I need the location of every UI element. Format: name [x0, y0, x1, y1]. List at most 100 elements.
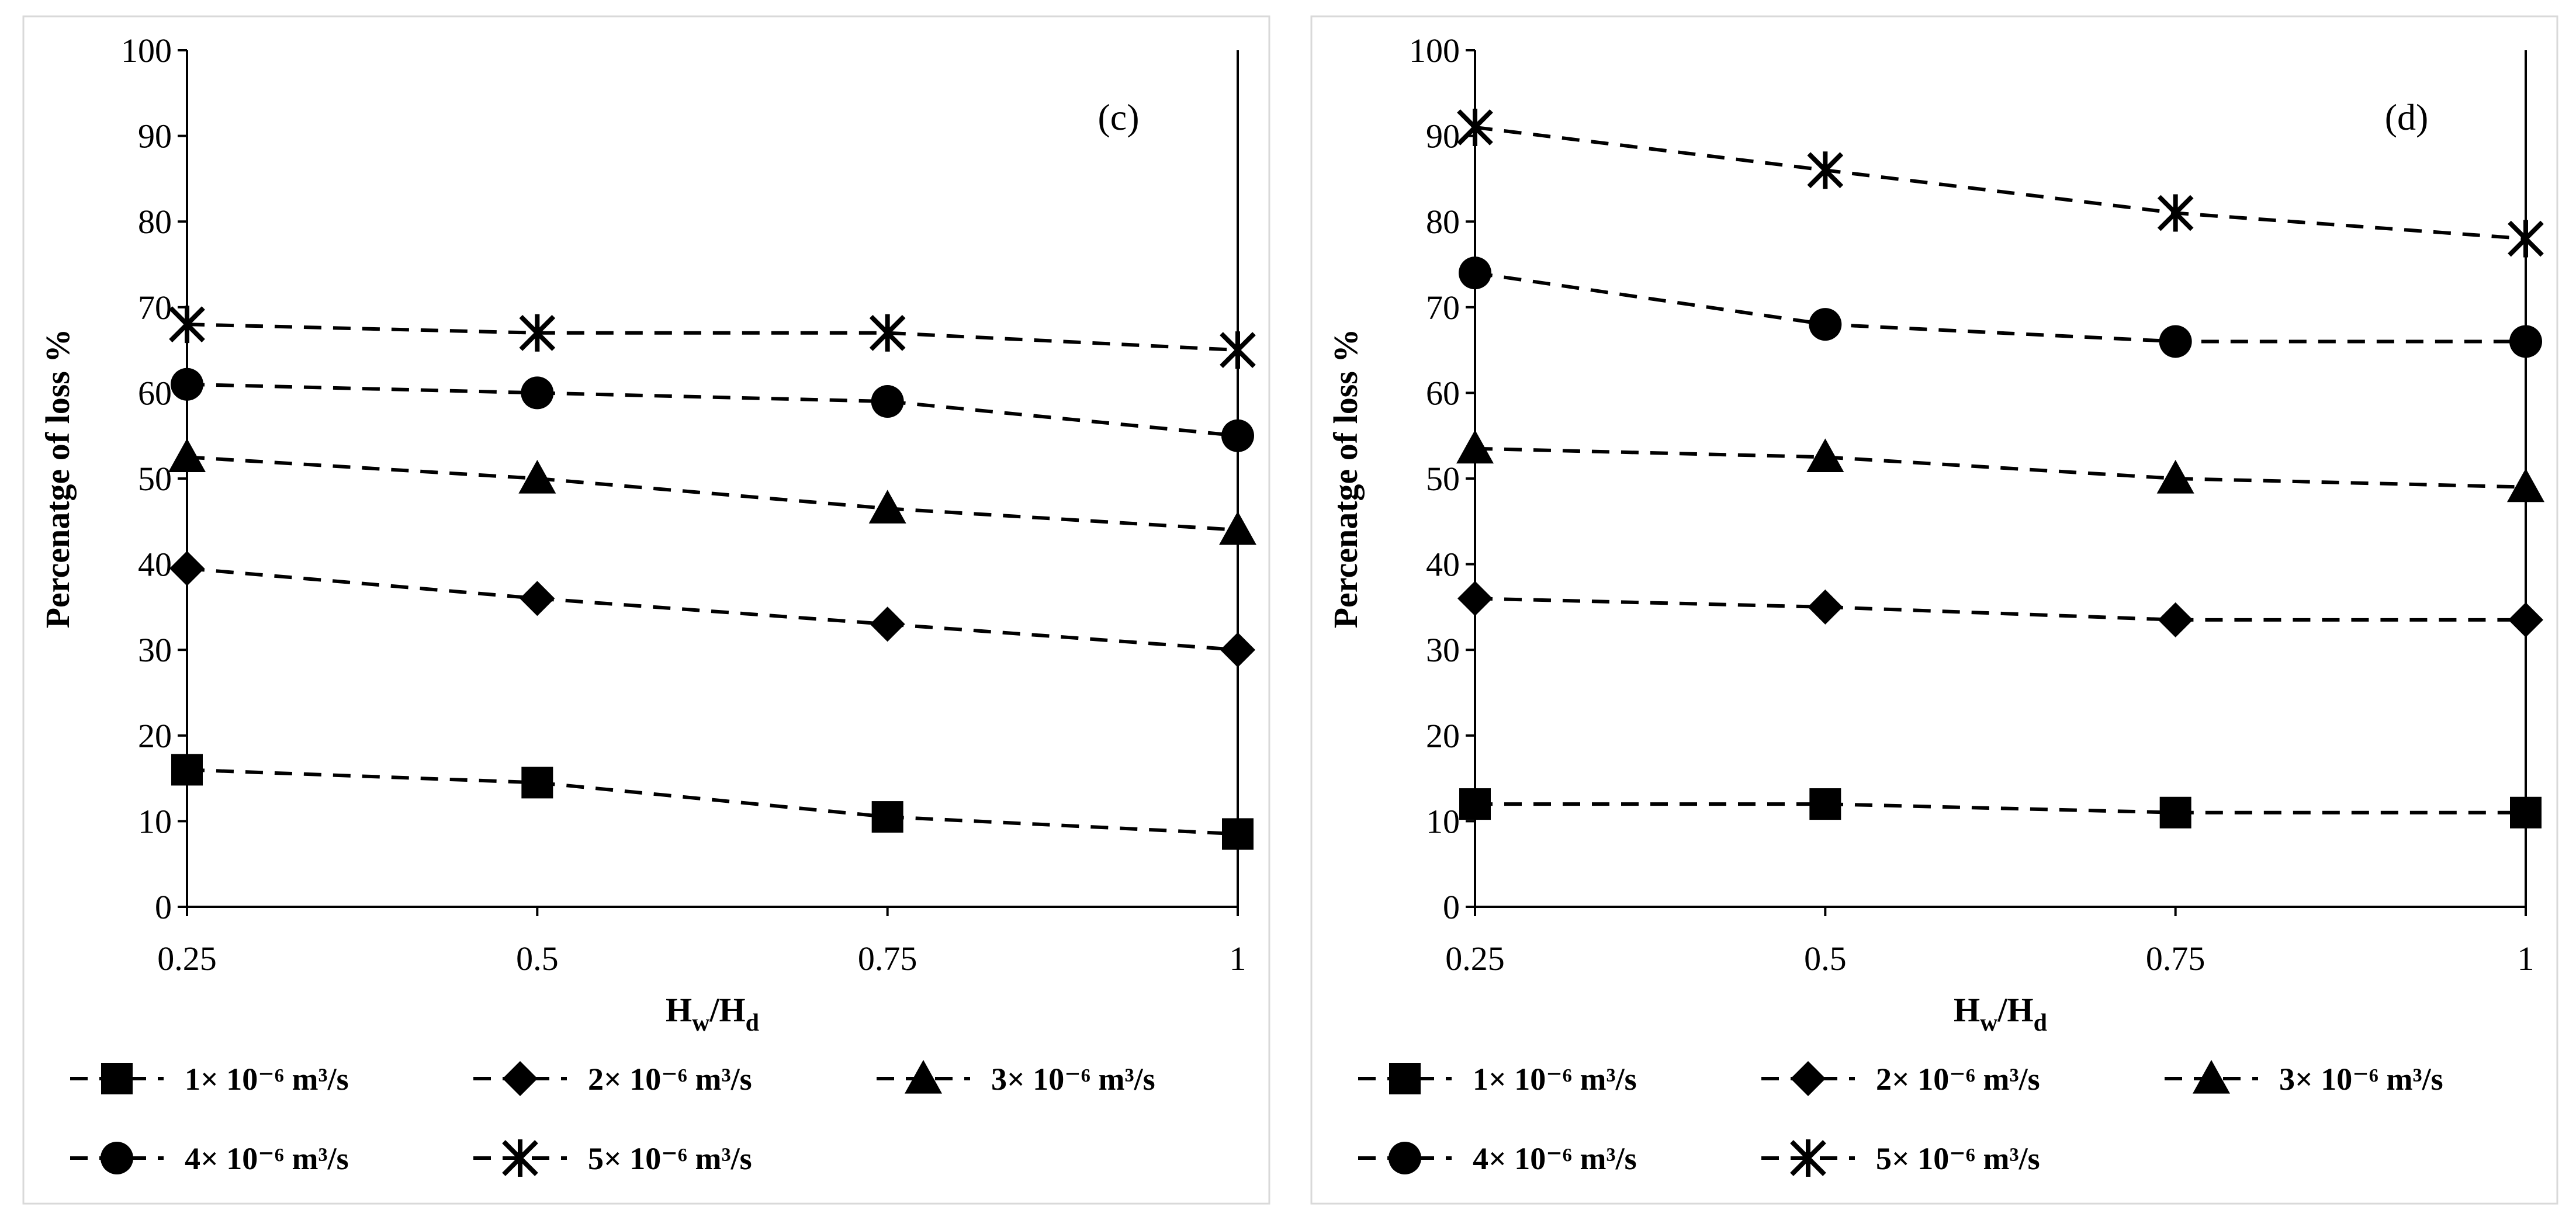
y-tick-label: 20: [1426, 717, 1460, 755]
series-line: [186, 768, 1238, 836]
legend-entry: 4× 10⁻⁶ m³/s: [1358, 1141, 1637, 1176]
data-point: [1222, 818, 1254, 850]
y-tick-label: 70: [138, 289, 172, 327]
x-tick-label: 0.5: [516, 940, 559, 978]
legend-marker: [905, 1060, 942, 1094]
y-tick-label: 60: [138, 374, 172, 412]
series-line: [1475, 802, 2526, 815]
legend-label: 3× 10⁻⁶ m³/s: [2279, 1062, 2443, 1097]
series-line: [1474, 446, 2526, 489]
data-point: [521, 376, 554, 410]
data-point: [519, 314, 556, 352]
data-point: [1807, 151, 1844, 189]
y-tick-label: 70: [1426, 289, 1460, 327]
x-tick-label: 0.25: [157, 940, 217, 978]
data-point: [869, 314, 906, 352]
chart-panel-c: 0 10 20 30 40 50 60 70 80 90 100 0.25 0.5 0.75 1 Hw/Hd P…: [22, 15, 1270, 1205]
data-point: [1220, 331, 1256, 369]
data-point: [1457, 108, 1493, 146]
series-1: [171, 754, 1254, 850]
data-point: [2508, 602, 2543, 637]
legend-label: 3× 10⁻⁶ m³/s: [991, 1062, 1155, 1097]
data-point: [1808, 589, 1843, 625]
data-point: [2510, 796, 2542, 829]
legend-entry: 3× 10⁻⁶ m³/s: [877, 1060, 1155, 1097]
legend-entry: 2× 10⁻⁶ m³/s: [473, 1061, 752, 1097]
data-point: [1459, 257, 1491, 290]
data-point: [1220, 632, 1255, 668]
series-line: [1474, 125, 2526, 241]
data-point: [518, 460, 556, 494]
data-point: [870, 606, 905, 642]
data-point: [521, 767, 553, 799]
data-point: [2156, 460, 2194, 494]
y-tick-label: 50: [138, 460, 172, 498]
data-point: [168, 438, 206, 472]
data-point: [2157, 194, 2194, 232]
y-tick-label: 0: [155, 888, 172, 926]
series-line: [186, 323, 1238, 352]
x-tick-label: 1: [2518, 940, 2535, 978]
data-point: [2159, 325, 2192, 358]
series-5: [169, 306, 1256, 369]
series-3: [168, 438, 1256, 545]
legend-marker: [101, 1142, 133, 1174]
legend-entry: 1× 10⁻⁶ m³/s: [70, 1062, 349, 1097]
data-point: [1806, 438, 1844, 472]
data-point: [871, 801, 903, 833]
data-point: [520, 581, 555, 616]
legend-label: 2× 10⁻⁶ m³/s: [588, 1062, 752, 1097]
y-tick-label: 50: [1426, 460, 1460, 498]
legend-label: 5× 10⁻⁶ m³/s: [588, 1141, 752, 1176]
series-4: [1459, 257, 2542, 358]
x-tick-label: 0.75: [858, 940, 917, 978]
y-tick-label: 0: [1443, 888, 1460, 926]
data-point: [2507, 468, 2544, 502]
data-point: [169, 550, 205, 586]
data-point: [1221, 419, 1254, 452]
data-point: [1457, 581, 1493, 616]
data-point: [2509, 325, 2542, 358]
y-tick-label: 90: [1426, 117, 1460, 155]
series-line: [1474, 271, 2526, 344]
data-point: [868, 490, 906, 524]
series-3: [1456, 429, 2544, 502]
series-line: [186, 566, 1238, 652]
series-2: [169, 550, 1255, 668]
series-line: [186, 382, 1238, 438]
legend-marker: [503, 1061, 538, 1096]
data-point: [871, 385, 904, 418]
legend-entry: 1× 10⁻⁶ m³/s: [1358, 1062, 1637, 1097]
y-axis-title: Percenatge of loss %: [1327, 329, 1365, 629]
legend-marker: [101, 1063, 133, 1094]
data-point: [169, 306, 205, 344]
y-tick-label: 30: [1426, 631, 1460, 669]
y-tick-label: 60: [1426, 374, 1460, 412]
y-tick-label: 20: [138, 717, 172, 755]
legend-marker: [1389, 1142, 1421, 1174]
chart-frame: [1310, 15, 2558, 1205]
data-point: [171, 754, 203, 786]
x-axis-title: Hw/Hd: [666, 991, 759, 1037]
series-line: [1474, 597, 2526, 622]
panel-label: (d): [2385, 96, 2429, 138]
data-point: [2158, 602, 2193, 637]
series-2: [1457, 581, 2543, 637]
y-tick-label: 100: [121, 32, 172, 70]
y-axis-title: Percenatge of loss %: [39, 329, 77, 629]
chart-panel-d: 0 10 20 30 40 50 60 70 80 90 100 0.25 0.5 0.75 1 Hw/Hd P…: [1310, 15, 2558, 1205]
series-1: [1459, 788, 2542, 829]
series-line: [186, 455, 1238, 532]
y-tick-label: 10: [138, 802, 172, 840]
legend-label: 4× 10⁻⁶ m³/s: [1473, 1141, 1637, 1176]
data-point: [2159, 796, 2191, 829]
legend-entry: 3× 10⁻⁶ m³/s: [2165, 1060, 2443, 1097]
legend-entry: 2× 10⁻⁶ m³/s: [1761, 1061, 2040, 1097]
series-4: [171, 368, 1254, 452]
y-tick-label: 80: [138, 203, 172, 241]
y-tick-label: 10: [1426, 802, 1460, 840]
y-tick-label: 40: [1426, 546, 1460, 584]
chart-frame: [22, 15, 1270, 1205]
legend-label: 1× 10⁻⁶ m³/s: [185, 1062, 349, 1097]
